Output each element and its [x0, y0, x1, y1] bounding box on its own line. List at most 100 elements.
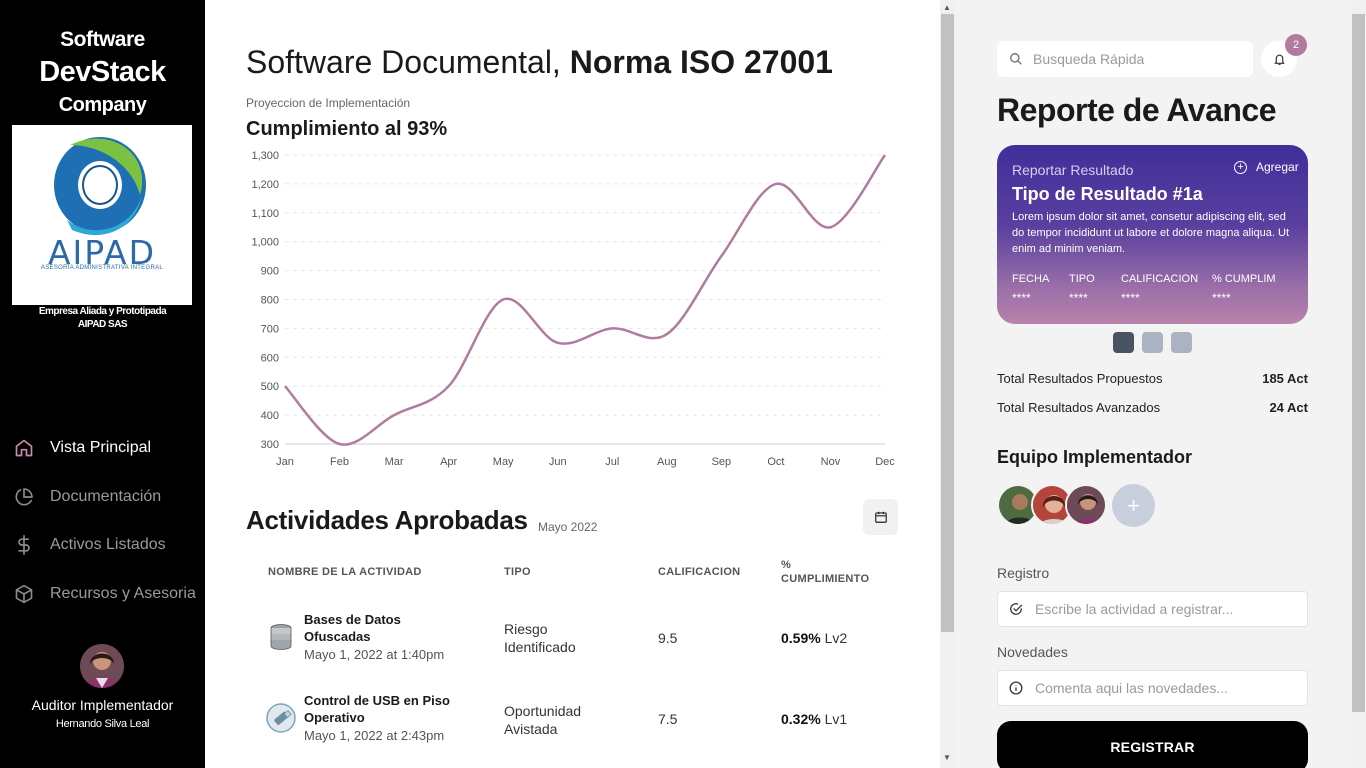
user-role: Auditor Implementador — [31, 697, 174, 713]
plus-circle-icon: + — [1234, 160, 1247, 174]
activity-level: Lv2 — [824, 630, 848, 646]
carousel-dot[interactable] — [1142, 332, 1163, 353]
sidebar-item-vista-principal[interactable]: Vista Principal — [0, 424, 205, 473]
partner-logo-subtitle: ASESORÍA ADMINISTRATIVA INTEGRAL — [40, 265, 164, 271]
x-tick-label: Jan — [276, 456, 294, 468]
x-tick-label: May — [493, 456, 514, 468]
card-field-value: **** — [1121, 291, 1140, 305]
card-field-value: **** — [1212, 291, 1231, 305]
bell-icon — [1274, 54, 1284, 65]
y-tick-label: 1,000 — [251, 237, 279, 249]
registro-field[interactable] — [997, 591, 1308, 627]
brand-line-3: Company — [58, 94, 147, 116]
registro-input[interactable] — [1035, 601, 1295, 617]
sidebar-item-activos-listados[interactable]: Activos Listados — [0, 521, 205, 570]
x-tick-label: Nov — [821, 456, 841, 468]
series-line-cumplimiento — [284, 154, 887, 446]
line-chart: 300 400 500 600 700 800 900 1,000 1,100 1,200 1,30… — [251, 150, 895, 468]
search-icon — [1010, 53, 1022, 65]
result-card[interactable]: Reportar Resultado + Agregar Tipo de Resu… — [997, 145, 1308, 324]
x-tick-label: Jun — [549, 456, 567, 468]
y-tick-label: 800 — [261, 295, 279, 307]
activities-date: Mayo 2022 — [538, 520, 598, 534]
activity-date: Mayo 1, 2022 at 2:43pm — [304, 728, 445, 743]
sidebar-item-documentacion[interactable]: Documentación — [0, 473, 205, 522]
search-input[interactable] — [1033, 51, 1233, 67]
table-row[interactable]: Bases de Datos Ofuscadas Mayo 1, 2022 at… — [246, 611, 906, 667]
activity-percent-value: 0.32% — [781, 711, 821, 727]
card-field-label: CALIFICACION — [1121, 273, 1199, 285]
user-name: Hernando Silva Leal — [55, 718, 150, 730]
avatar[interactable] — [80, 644, 124, 688]
column-header-percent-line-1: % — [781, 559, 792, 571]
novedades-field[interactable] — [997, 670, 1308, 706]
sidebar-item-label: Activos Listados — [50, 536, 166, 554]
activity-percent-value: 0.59% — [781, 630, 821, 646]
x-tick-label: Feb — [330, 456, 349, 468]
activity-score: 7.5 — [658, 711, 678, 727]
main-scrollbar[interactable]: ▲ ▼ — [940, 0, 955, 768]
check-circle-icon — [1010, 603, 1023, 615]
sidebar-nav: Vista Principal Documentación Activos Li… — [0, 424, 205, 618]
sidebar-item-label: Recursos y Asesoria — [50, 585, 196, 603]
partner-caption-line-2: AIPAD SAS — [77, 319, 128, 330]
y-tick-label: 700 — [261, 323, 279, 335]
column-header-name: NOMBRE DE LA ACTIVIDAD — [268, 566, 422, 578]
y-tick-label: 300 — [261, 439, 279, 451]
page-title-bold: Norma ISO 27001 — [569, 44, 833, 80]
usb-icon — [266, 703, 296, 733]
partner-logo: AIPAD ASESORÍA ADMINISTRATIVA INTEGRAL — [12, 125, 192, 305]
column-header-score: CALIFICACION — [658, 566, 741, 578]
y-tick-label: 500 — [261, 381, 279, 393]
page-title-light: Software Documental, — [246, 44, 570, 80]
y-tick-label: 600 — [261, 352, 279, 364]
scrollbar-thumb[interactable] — [1352, 14, 1365, 712]
x-tick-label: Jul — [605, 456, 619, 468]
pie-chart-icon — [13, 486, 35, 508]
novedades-input[interactable] — [1035, 680, 1295, 696]
card-field-calificacion: CALIFICACION **** — [1121, 273, 1198, 305]
add-result-label: Agregar — [1256, 160, 1299, 174]
y-tick-label: 1,300 — [251, 150, 279, 162]
dollar-icon — [13, 534, 35, 556]
scroll-up-icon[interactable]: ▲ — [943, 3, 951, 12]
activity-date: Mayo 1, 2022 at 1:40pm — [304, 647, 445, 662]
card-field-tipo: TIPO **** — [1069, 273, 1095, 305]
card-subtitle: Reportar Resultado — [1012, 162, 1134, 178]
registrar-button[interactable]: REGISTRAR — [997, 721, 1308, 768]
column-header-percent-line-2: CUMPLIMIENTO — [781, 573, 870, 585]
stat-label: Total Resultados Avanzados — [997, 400, 1161, 415]
card-field-cumplimiento: % CUMPLIM **** — [1212, 273, 1276, 305]
home-icon — [13, 437, 35, 459]
sidebar-item-recursos[interactable]: Recursos y Asesoria — [0, 570, 205, 619]
right-panel: 2 Reporte de Avance Reportar Resultado +… — [955, 0, 1351, 768]
calendar-button[interactable] — [863, 499, 898, 535]
sidebar-item-label: Documentación — [50, 487, 162, 505]
activity-level: Lv1 — [824, 711, 848, 727]
search-box[interactable] — [997, 41, 1253, 77]
y-tick-label: 1,100 — [251, 208, 279, 220]
carousel-dot[interactable] — [1171, 332, 1192, 353]
scrollbar-thumb[interactable] — [941, 14, 954, 632]
card-field-label: TIPO — [1069, 273, 1095, 285]
scroll-down-icon[interactable]: ▼ — [943, 753, 951, 762]
page-scrollbar[interactable] — [1351, 0, 1366, 768]
activity-type: Oportunidad Avistada — [504, 703, 582, 737]
card-field-label: FECHA — [1012, 273, 1050, 285]
notification-badge: 2 — [1285, 34, 1307, 56]
add-result-button[interactable]: + Agregar — [1234, 160, 1299, 174]
activity-type: Riesgo Identificado — [504, 621, 576, 655]
avatar[interactable] — [1065, 484, 1107, 526]
stat-value: 185 Act — [1262, 371, 1308, 386]
chart-subtitle: Proyeccion de Implementación — [246, 96, 411, 110]
partner-logo-text: AIPAD — [47, 233, 157, 272]
table-row[interactable]: Control de USB en Piso Operativo Mayo 1,… — [246, 692, 906, 748]
sidebar-item-label: Vista Principal — [50, 439, 152, 457]
activity-name: Bases de Datos Ofuscadas — [304, 612, 401, 644]
add-member-button[interactable]: + — [1112, 484, 1155, 527]
team-title: Equipo Implementador — [997, 447, 1193, 467]
card-field-fecha: FECHA **** — [1012, 273, 1049, 305]
x-tick-label: Apr — [440, 456, 457, 468]
activity-score: 9.5 — [658, 630, 678, 646]
carousel-dot[interactable] — [1113, 332, 1134, 353]
